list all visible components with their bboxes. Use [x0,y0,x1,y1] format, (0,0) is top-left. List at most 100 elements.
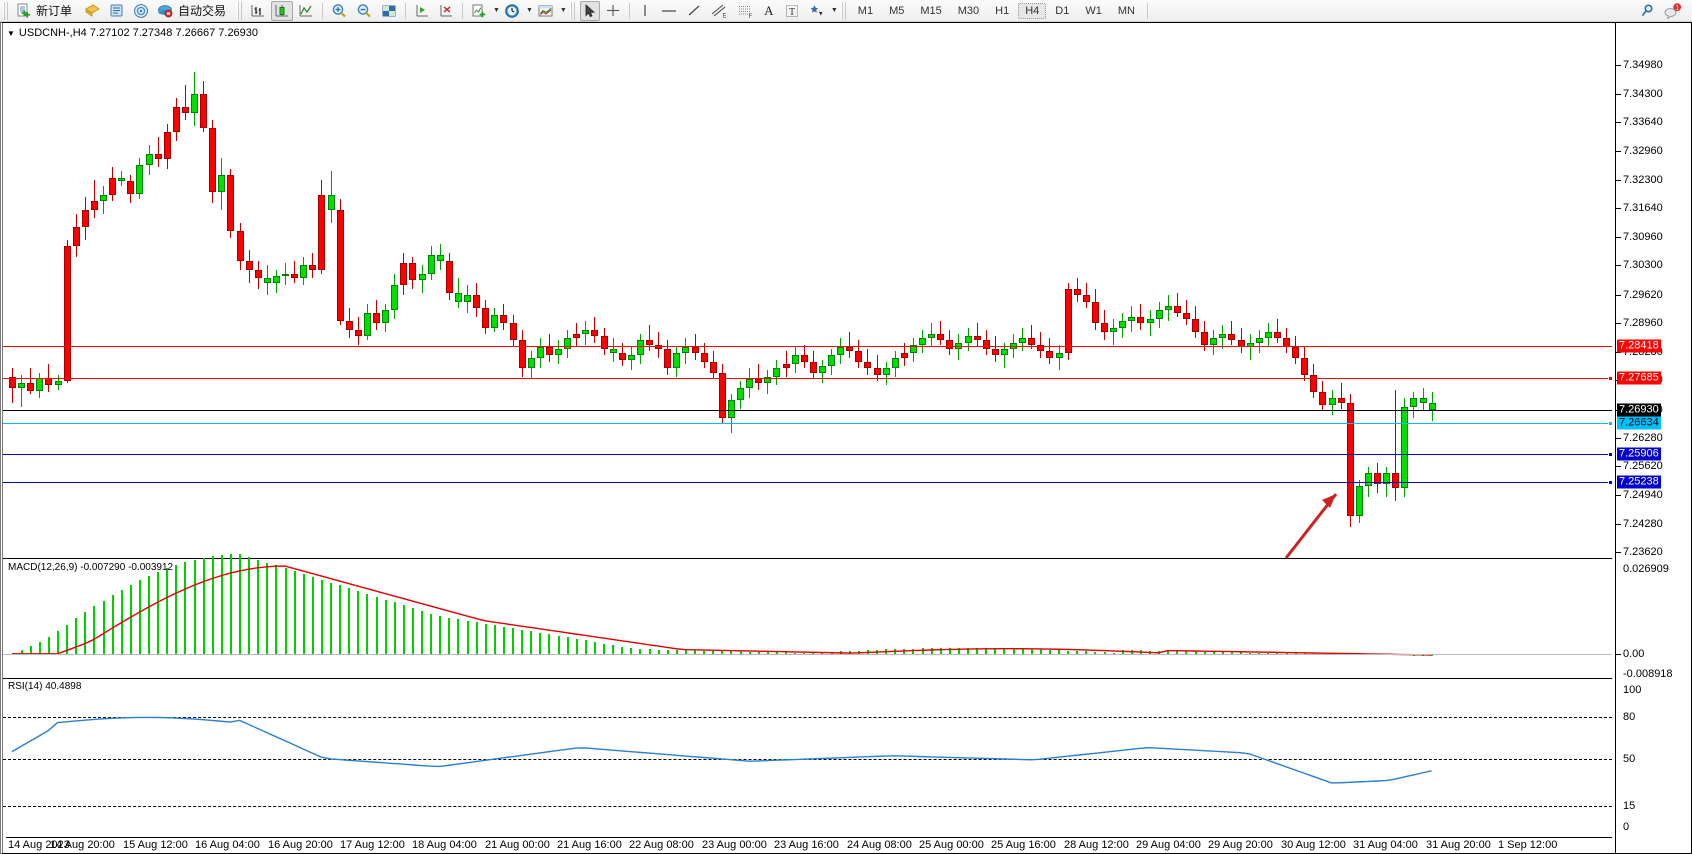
candlestick [1301,23,1309,853]
resistance-line-2-handle[interactable] [1608,375,1612,381]
time-axis[interactable]: 14 Aug 2023 14 Aug 20:00 15 Aug 12:00 16 Au… [6,837,1612,853]
add-indicator-dropdown[interactable]: ▼ [493,7,500,14]
bar-chart-icon [251,4,265,16]
wallet-button[interactable] [81,1,104,21]
timeframe-m1[interactable]: M1 [857,4,874,17]
zoom-out-button[interactable] [353,1,376,21]
candlestick [609,23,618,853]
toolbar-grip-3[interactable] [569,1,577,20]
timeframe-m30[interactable]: M30 [957,4,980,17]
candle-body [1137,316,1145,324]
timeframe-h1[interactable]: H1 [995,4,1010,17]
resistance-line-1[interactable] [3,346,1612,348]
support-line-2-handle[interactable] [1608,480,1612,486]
shapes-button[interactable] [805,1,828,21]
notifications-button[interactable]: 1 [1660,1,1686,21]
toolbar-grip-2[interactable] [237,1,245,20]
trendline-button[interactable] [683,1,705,21]
templates-icon [538,5,553,16]
timeframe-m5[interactable]: M5 [889,4,905,17]
line-chart-button[interactable] [295,1,317,21]
candlestick [919,23,927,853]
auto-scroll-button[interactable] [435,1,457,21]
templates-button[interactable] [534,1,557,21]
candle-body [727,400,735,418]
candlestick [1246,23,1255,853]
candle-body [18,383,26,388]
news-button[interactable] [106,1,128,21]
macd-histogram-bar [330,582,332,654]
candlestick [1310,23,1318,853]
support-line-1-handle[interactable] [1608,451,1612,457]
current-price-line[interactable] [3,409,1612,411]
macd-histogram-bar [275,565,278,654]
chart-shift-button[interactable] [411,1,433,21]
bar-chart-button[interactable] [247,1,269,21]
bid-line[interactable] [3,420,1612,426]
macd-histogram-bar [439,616,442,654]
candle-body [782,364,790,369]
chart-window[interactable]: ▼ USDCNH-,H4 7.27102 7.27348 7.26667 7.2… [0,22,1692,854]
candle-wick [758,364,760,390]
candle-body [63,246,71,382]
price-axis[interactable]: 7.34980 7.34300 7.33640 7.32960 7.32300 7.316… [1615,23,1691,853]
candle-wick [157,136,159,167]
macd-histogram-bar [566,637,569,654]
horizontal-line-button[interactable] [657,1,681,21]
expert-advisors-button[interactable]: 自动交易 [154,1,233,21]
search-button[interactable] [1636,1,1658,21]
vertical-line-button[interactable] [635,1,655,21]
candlestick-chart-button[interactable] [271,0,294,21]
timeframe-h4[interactable]: H4 [1018,2,1047,19]
candlestick [9,23,17,853]
toolbar-grip-1[interactable] [3,1,10,20]
text-label-button[interactable]: T [781,1,803,21]
period-dropdown[interactable]: ▼ [525,7,533,14]
plot-canvas[interactable] [3,23,1612,853]
candlestick [154,23,163,853]
equidistant-channel-button[interactable]: E [707,1,731,21]
rsi-axis-label: 15 [1623,800,1636,813]
chart-collapse-icon[interactable]: ▼ [7,28,15,38]
period-button[interactable] [501,1,523,21]
candlestick [1364,23,1373,853]
timeframe-d1[interactable]: D1 [1055,4,1070,17]
macd-histogram-bar [375,596,378,654]
timeframe-w1[interactable]: W1 [1085,4,1102,17]
grid-button[interactable] [378,1,400,21]
shapes-dropdown[interactable]: ▼ [830,7,838,14]
candlestick [418,23,427,853]
timeframe-mn[interactable]: MN [1117,4,1135,17]
candlestick [991,23,1000,853]
rsi-level-80 [3,717,1612,719]
templates-dropdown[interactable]: ▼ [559,7,567,14]
bid-line-handle[interactable] [1608,420,1612,426]
candle-body [718,372,726,418]
fibonacci-button[interactable]: F [733,1,757,21]
text-button[interactable]: A [759,1,779,21]
timeframe-m15[interactable]: M15 [920,4,942,17]
cursor-button[interactable] [579,0,600,21]
zoom-in-button[interactable] [328,1,351,21]
macd-histogram-bar [211,556,214,654]
candle-body [1201,331,1209,345]
signals-button[interactable] [130,1,152,21]
candle-body [1292,346,1300,358]
add-indicator-button[interactable] [468,1,490,21]
price-tick-label: 7.30960 [1623,231,1663,244]
cursor-icon [585,3,595,17]
crosshair-button[interactable] [602,1,624,21]
candlestick [1119,23,1127,853]
resistance-line-2[interactable] [3,375,1612,381]
toolbar-grip-4[interactable] [840,1,848,20]
macd-histogram-bar [411,608,414,654]
support-line-2[interactable] [3,480,1612,486]
candle-body [1028,338,1036,345]
new-order-button[interactable]: 新订单 [13,1,79,21]
price-tick [1616,207,1621,209]
candle-body [709,361,717,373]
candlestick [518,23,527,853]
macd-histogram-bar [502,626,505,654]
macd-histogram-bar [530,631,533,654]
support-line-1[interactable] [3,451,1612,457]
